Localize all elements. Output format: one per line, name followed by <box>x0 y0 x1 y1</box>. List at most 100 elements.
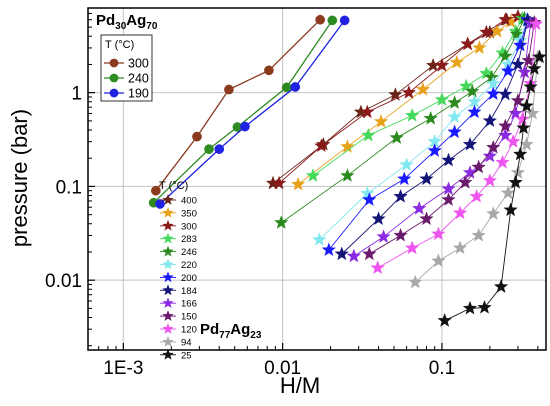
data-point <box>404 240 420 255</box>
data-point <box>471 159 486 174</box>
data-point <box>498 48 513 63</box>
legend-title: T (°C) <box>159 180 188 192</box>
data-point <box>321 242 337 257</box>
data-point <box>360 185 375 200</box>
data-point <box>441 181 456 196</box>
data-point <box>482 113 498 128</box>
series-pd30ag70-300 <box>151 14 326 196</box>
x-tick-label: 0.01 <box>264 358 301 379</box>
series-layer <box>148 8 546 327</box>
data-point <box>264 65 274 76</box>
series-line <box>328 19 529 251</box>
data-point <box>339 15 350 26</box>
legend-marker <box>162 310 174 321</box>
legend-entry-label: 150 <box>181 312 197 323</box>
data-point <box>493 279 509 293</box>
data-point <box>371 211 386 226</box>
data-point <box>305 168 321 182</box>
series-pd77ag23-25 <box>437 49 546 327</box>
data-point <box>462 165 478 179</box>
data-point <box>408 274 423 289</box>
data-point <box>500 63 516 78</box>
legend-entry-label: 166 <box>181 299 197 310</box>
data-point <box>521 52 536 67</box>
data-point <box>528 16 544 31</box>
x-axis-label: H/M <box>280 373 320 398</box>
ticks <box>87 12 539 350</box>
data-point <box>498 12 513 26</box>
data-point <box>486 139 501 154</box>
series-line <box>341 20 529 255</box>
legend-entry-label: 283 <box>181 234 197 245</box>
data-point <box>510 56 526 71</box>
legend-marker <box>162 297 174 309</box>
legend-marker <box>162 232 174 244</box>
data-point <box>315 14 326 25</box>
series-pd77ag23-246 <box>274 10 532 229</box>
tick-labels: 1E-3 0.01 0.1 0.01 0.1 1 <box>45 84 455 379</box>
alloy-label-pd77ag23: Pd77Ag23 <box>200 321 262 341</box>
data-point <box>527 61 542 75</box>
series-line <box>319 19 528 241</box>
data-point <box>419 211 434 226</box>
data-point <box>155 199 165 209</box>
plot-area <box>88 8 546 350</box>
data-point <box>401 85 417 99</box>
legend-entry-label: 94 <box>181 337 192 348</box>
data-point <box>362 246 377 261</box>
data-point <box>340 139 355 153</box>
legend-entry-label: 350 <box>181 208 197 219</box>
data-point <box>516 120 531 135</box>
legend-entry-label: 400 <box>181 196 197 207</box>
y-tick-label: 0.1 <box>56 177 82 198</box>
legend-entry-label: 220 <box>181 260 197 271</box>
legend-marker <box>109 58 119 68</box>
legend-entry-label: 300 <box>181 221 197 232</box>
data-point <box>274 215 289 229</box>
data-point <box>469 188 484 203</box>
data-point <box>505 134 521 148</box>
x-tick-label: 1E-3 <box>103 358 143 379</box>
data-point <box>489 23 505 38</box>
legend-marker <box>162 284 174 296</box>
data-point <box>290 176 306 191</box>
data-point <box>519 98 534 113</box>
series-pd77ag23-200 <box>321 12 535 257</box>
data-point <box>393 227 408 242</box>
data-point <box>462 136 478 151</box>
legend-marker <box>109 73 119 83</box>
legend-marker <box>162 258 174 270</box>
data-point <box>525 105 540 120</box>
data-point <box>362 192 377 206</box>
data-point <box>346 248 362 263</box>
data-point <box>271 175 287 190</box>
series-pd30ag70-190 <box>155 15 350 209</box>
legend-marker <box>109 88 119 98</box>
data-point <box>452 240 468 255</box>
data-point <box>419 171 434 186</box>
legend-entry-label: 190 <box>128 87 149 101</box>
data-point <box>498 127 513 142</box>
legend-marker <box>162 271 174 283</box>
data-point <box>327 15 338 26</box>
data-point <box>393 188 408 203</box>
data-point <box>510 165 526 179</box>
legend-entry-label: 120 <box>181 325 197 336</box>
series-pd77ag23-300 <box>271 8 526 190</box>
data-point <box>467 104 482 119</box>
data-point <box>508 174 523 189</box>
legend-entry-label: 200 <box>181 273 197 284</box>
data-point <box>431 253 446 268</box>
legend-marker <box>162 348 174 360</box>
data-point <box>513 146 528 161</box>
data-point <box>523 79 538 94</box>
legend-entry-label: 184 <box>181 286 197 297</box>
data-point <box>472 40 487 55</box>
data-point <box>482 173 498 187</box>
data-point <box>399 157 414 171</box>
data-point <box>515 111 530 126</box>
data-point <box>312 232 327 246</box>
data-point <box>397 171 412 186</box>
